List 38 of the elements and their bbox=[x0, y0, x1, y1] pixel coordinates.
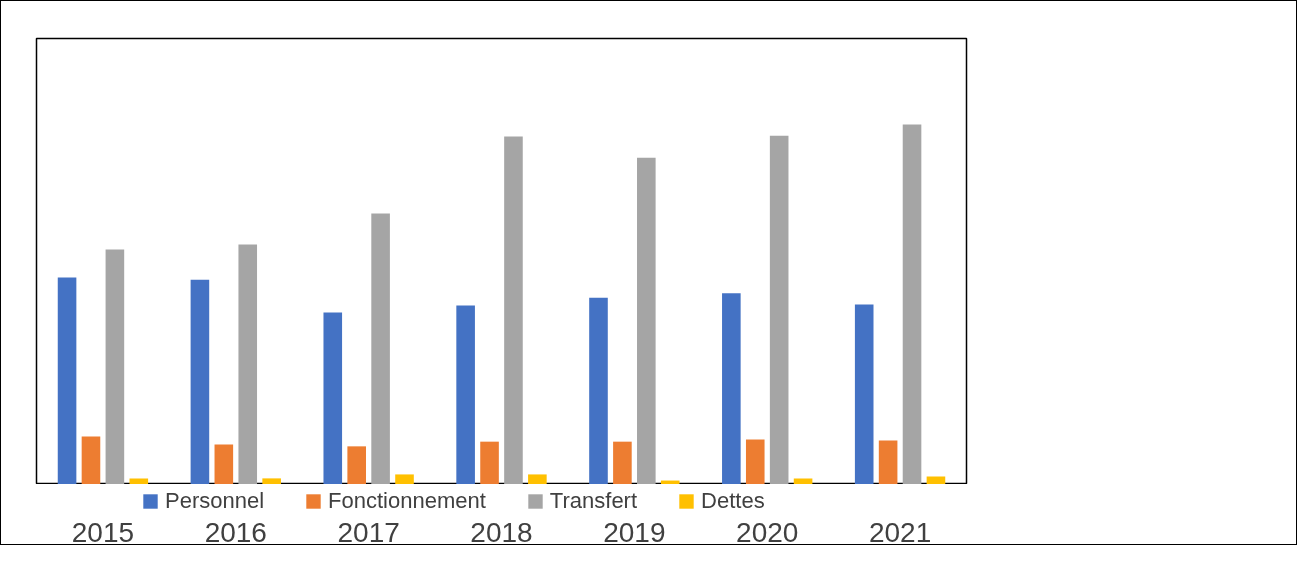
bar bbox=[854, 304, 874, 484]
bar bbox=[238, 244, 258, 484]
bar bbox=[347, 446, 366, 484]
bar bbox=[323, 312, 343, 484]
x-tick-label: 2020 bbox=[736, 516, 799, 548]
bar bbox=[129, 478, 149, 484]
bar bbox=[528, 474, 547, 484]
bar bbox=[589, 297, 608, 484]
bar bbox=[745, 439, 765, 484]
x-tick-label: 2021 bbox=[868, 516, 932, 548]
bar bbox=[480, 441, 499, 484]
bar bbox=[722, 293, 741, 484]
bar bbox=[262, 478, 281, 484]
bar bbox=[57, 277, 77, 484]
bar bbox=[793, 478, 813, 484]
bar bbox=[81, 436, 101, 484]
legend-label: Fonctionnement bbox=[328, 488, 486, 514]
bar bbox=[878, 440, 898, 484]
legend-label: Transfert bbox=[549, 488, 638, 514]
x-tick-label: 2019 bbox=[603, 516, 666, 548]
bar bbox=[613, 441, 632, 484]
bar bbox=[371, 213, 390, 484]
bar bbox=[769, 135, 789, 484]
x-tick-label: 2015 bbox=[71, 516, 135, 548]
x-tick-label: 2017 bbox=[337, 516, 400, 548]
bar bbox=[504, 136, 523, 484]
bar bbox=[456, 305, 475, 484]
bar bbox=[395, 474, 414, 484]
bar bbox=[190, 279, 210, 484]
legend-label: Personnel bbox=[165, 488, 265, 514]
bar bbox=[214, 444, 234, 484]
bar bbox=[105, 249, 125, 484]
bar bbox=[637, 157, 656, 484]
bar bbox=[902, 124, 922, 484]
bar bbox=[926, 476, 946, 484]
x-tick-label: 2016 bbox=[204, 516, 267, 548]
x-tick-label: 2018 bbox=[470, 516, 533, 548]
legend-label: Dettes bbox=[701, 488, 765, 514]
